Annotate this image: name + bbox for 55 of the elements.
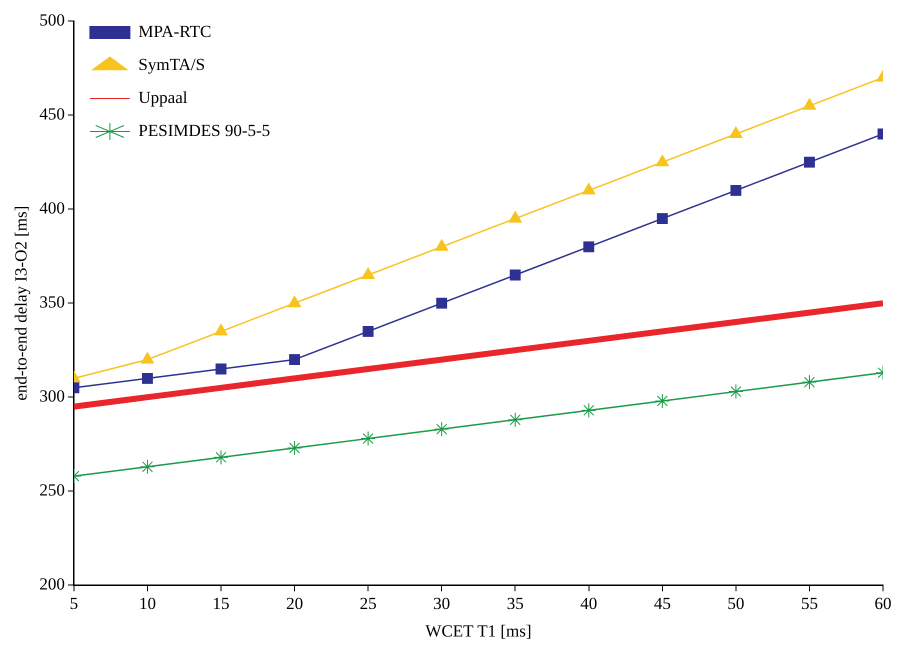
point: [802, 98, 816, 110]
x-tick-label: 10: [138, 594, 156, 613]
point: [216, 364, 226, 374]
y-tick-label: 200: [39, 574, 65, 594]
point: [508, 412, 523, 428]
legend-label: Uppaal: [138, 88, 188, 107]
point: [362, 268, 375, 279]
point: [289, 354, 300, 366]
point: [656, 213, 668, 224]
x-tick-label: 5: [70, 594, 78, 613]
x-tick-label: 55: [800, 594, 818, 613]
y-tick-label: 500: [39, 10, 65, 30]
x-tick-label: 20: [286, 594, 304, 613]
y-tick-label: 400: [39, 198, 65, 218]
point: [362, 326, 374, 337]
point: [214, 324, 228, 336]
point: [140, 352, 154, 364]
point: [435, 239, 448, 251]
y-axis-title: end-to-end delay I3-O2 [ms]: [12, 206, 31, 401]
y-tick-label: 300: [39, 386, 65, 406]
x-tick-label: 45: [654, 594, 671, 613]
point: [142, 372, 153, 384]
point: [730, 184, 742, 196]
y-tick-label: 450: [39, 104, 65, 124]
point: [581, 402, 596, 418]
point: [804, 156, 815, 168]
point: [436, 298, 448, 309]
point: [729, 126, 742, 138]
point: [582, 182, 596, 194]
x-axis-title: WCET T1 [ms]: [425, 621, 532, 640]
point: [434, 422, 450, 437]
legend-label: PESIMDES 90-5-5: [138, 120, 270, 140]
legend-label: MPA-RTC: [138, 22, 212, 41]
point: [288, 296, 302, 308]
point: [360, 431, 376, 446]
x-tick-label: 60: [874, 594, 892, 613]
point: [140, 459, 155, 474]
point: [214, 450, 229, 465]
y-tick-label: 250: [39, 480, 65, 500]
x-tick-label: 40: [580, 594, 598, 613]
legend-label: SymTA/S: [138, 54, 206, 74]
x-tick-label: 25: [360, 594, 377, 613]
x-tick-label: 50: [727, 594, 744, 613]
point: [287, 440, 302, 456]
point: [728, 384, 744, 400]
point: [656, 154, 669, 166]
x-tick-label: 15: [212, 594, 230, 613]
x-tick-label: 30: [433, 594, 450, 613]
point: [654, 393, 670, 408]
point: [583, 241, 594, 252]
point: [508, 211, 522, 223]
x-tick-label: 35: [506, 594, 524, 613]
y-tick-label: 350: [39, 292, 65, 312]
point: [510, 270, 521, 280]
point: [802, 374, 817, 390]
